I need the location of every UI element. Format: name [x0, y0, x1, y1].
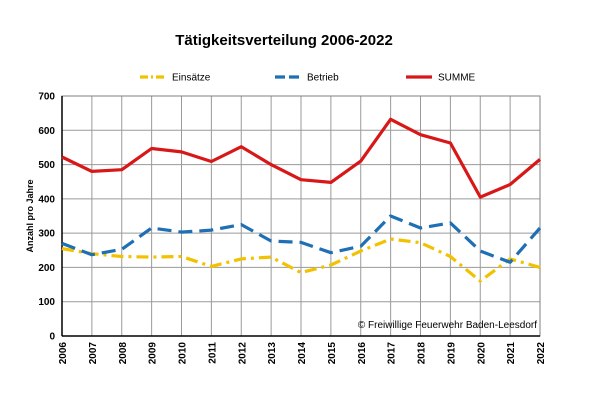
series-lines [61, 117, 542, 283]
x-tick-label: 2017 [387, 342, 398, 365]
y-tick-label: 400 [38, 194, 55, 205]
x-tick-label: 2014 [297, 342, 308, 365]
x-tick-label: 2011 [207, 342, 218, 364]
legend-label-betrieb: Betrieb [307, 73, 339, 84]
y-tick-labels: 0 100 200 300 400 500 600 700 [38, 92, 55, 343]
x-tick-label: 2020 [476, 342, 487, 365]
y-tick-label: 200 [38, 263, 55, 274]
y-tick-label: 500 [38, 160, 55, 171]
legend-label-summe: SUMME [438, 73, 476, 84]
x-tick-label: 2019 [446, 342, 457, 365]
y-axis-label: Anzahl pro Jahre [25, 179, 35, 252]
x-tick-label: 2013 [267, 342, 278, 365]
grid [62, 95, 540, 336]
series-line-summe [61, 117, 542, 199]
chart-title: Tätigkeitsverteilung 2006-2022 [175, 32, 393, 49]
y-tick-label: 100 [38, 297, 55, 308]
legend-label-eins-tze: Einsätze [172, 73, 211, 84]
x-tick-label: 2012 [237, 342, 248, 365]
x-tick-label: 2006 [58, 342, 69, 365]
y-tick-label: 700 [38, 92, 55, 103]
x-tick-label: 2008 [118, 342, 129, 365]
y-tick-label: 0 [49, 332, 55, 343]
series-line-eins-tze [61, 237, 541, 283]
y-tick-label: 600 [38, 126, 55, 137]
x-tick-label: 2018 [417, 342, 428, 365]
x-tick-label: 2021 [506, 342, 517, 365]
series-line-betrieb [61, 214, 542, 264]
x-tick-label: 2016 [357, 342, 368, 365]
x-tick-label: 2015 [327, 342, 338, 365]
x-tick-label: 2022 [536, 342, 547, 365]
x-tick-label: 2010 [178, 342, 189, 365]
y-tick-label: 300 [38, 229, 55, 240]
legend: Einsätze Betrieb SUMME [140, 73, 476, 84]
x-tick-label: 2007 [88, 342, 99, 365]
x-tick-labels: 2006 2007 2008 2009 2010 2011 2012 2013 2014 2015… [58, 342, 547, 365]
axes [61, 95, 541, 337]
x-tick-label: 2009 [148, 342, 159, 365]
copyright-annotation: © Freiwillige Feuerwehr Baden-Leesdorf [358, 320, 537, 331]
